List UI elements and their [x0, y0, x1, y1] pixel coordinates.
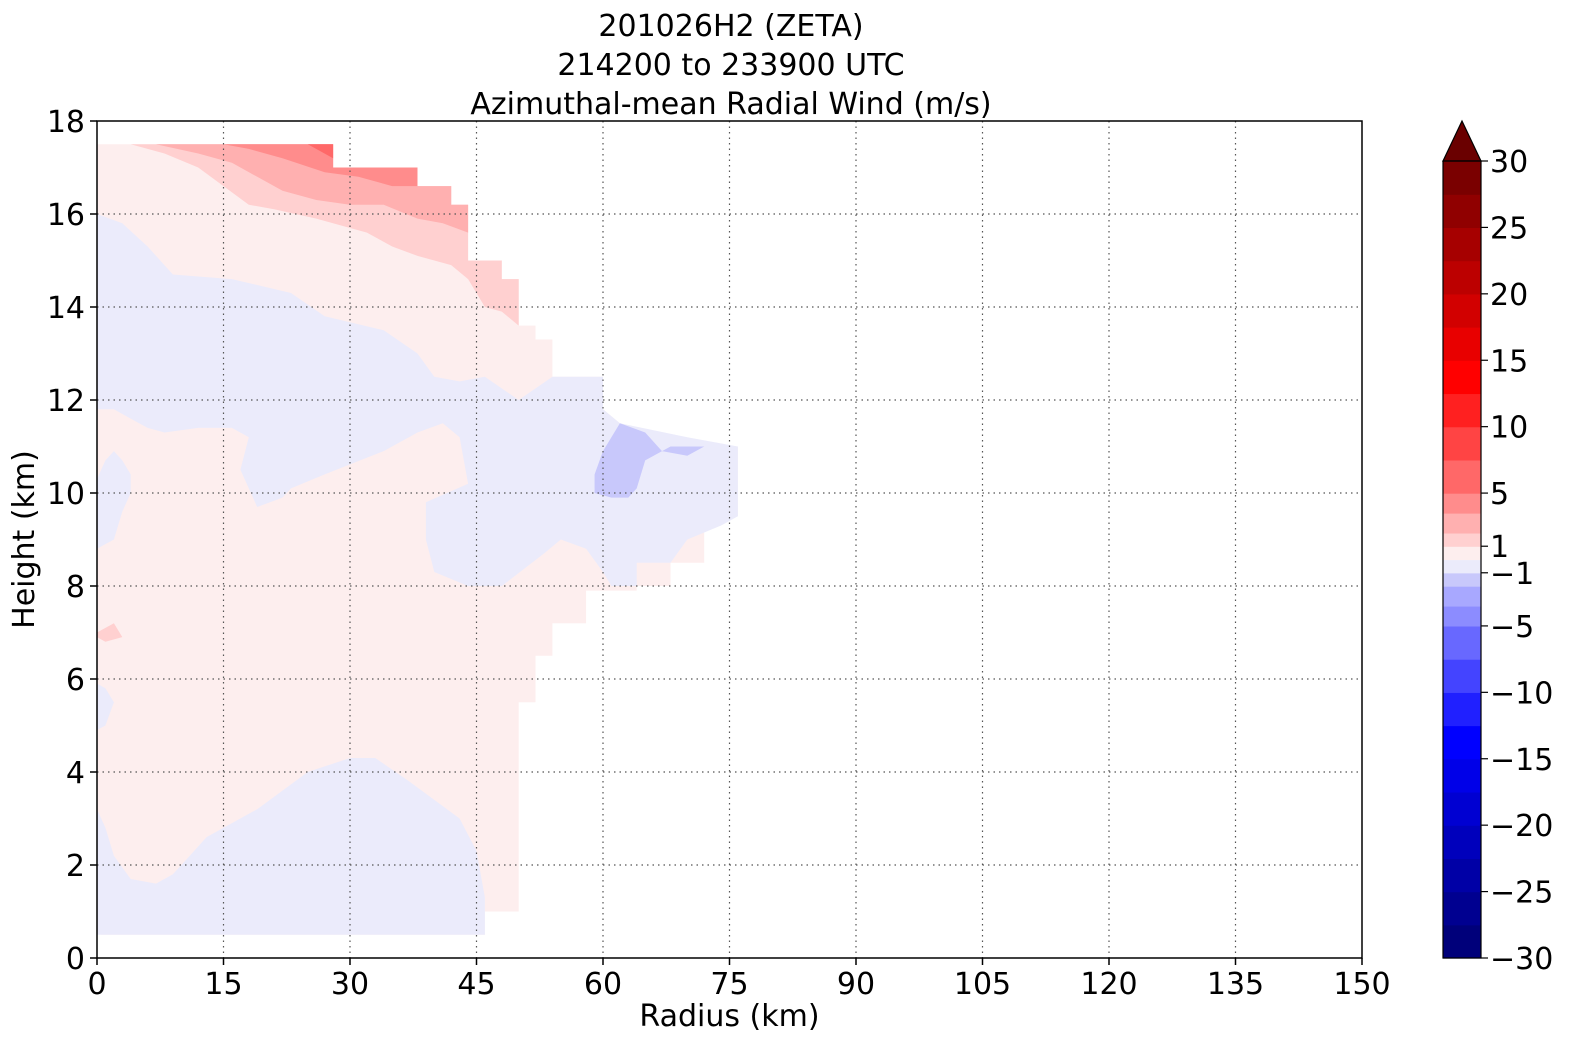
- y-tick-label-4: 8: [66, 570, 85, 605]
- y-tick-label-2: 4: [66, 756, 85, 791]
- contour-region-10: [97, 623, 123, 642]
- x-tick-label-6: 90: [837, 967, 875, 1002]
- colorbar-tick-label-13: −30: [1490, 942, 1553, 977]
- colorbar-segment-26: [1443, 194, 1481, 229]
- colorbar-segment-11: [1443, 586, 1481, 607]
- x-tick-label-10: 150: [1333, 967, 1390, 1002]
- colorbar-segment-14: [1443, 546, 1481, 561]
- colorbar-segment-4: [1443, 791, 1481, 826]
- contour-region-4: [97, 451, 131, 549]
- colorbar-tick-label-2: 20: [1490, 278, 1528, 313]
- colorbar-segment-6: [1443, 725, 1481, 760]
- colorbar-segment-15: [1443, 532, 1481, 547]
- title-line-3: Azimuthal-mean Radial Wind (m/s): [470, 87, 991, 122]
- colorbar-segment-3: [1443, 825, 1481, 859]
- x-tick-label-4: 60: [584, 967, 622, 1002]
- contour-region-8: [223, 144, 418, 187]
- colorbar-frame: [1442, 160, 1482, 959]
- x-axis-label: Radius (km): [639, 999, 819, 1034]
- x-tick-label-8: 120: [1080, 967, 1137, 1002]
- colorbar-segment-22: [1443, 327, 1481, 361]
- colorbar: 30 25 20 15 10 5 1−1 −5 −10 −15 −20 −25 −30: [1442, 119, 1553, 977]
- colorbar-tick-label-4: 10: [1490, 411, 1528, 446]
- colorbar-segment-18: [1443, 459, 1481, 494]
- colorbar-tick-label-1: 25: [1490, 211, 1528, 246]
- y-axis-ticks: 0 2 4 6 8 10 12 14 16 18: [47, 105, 97, 977]
- contour-region-7: [156, 144, 469, 233]
- colorbar-segment-23: [1443, 293, 1481, 328]
- colorbar-segment-21: [1443, 360, 1481, 395]
- x-tick-label-7: 105: [954, 967, 1011, 1002]
- colorbar-tick-label-10: −15: [1490, 743, 1553, 778]
- y-tick-label-6: 12: [47, 384, 85, 419]
- chart-title: 201026H2 (ZETA) 214200 to 233900 UTC Azi…: [470, 9, 991, 122]
- y-axis-label: Height (km): [7, 450, 42, 629]
- colorbar-segment-8: [1443, 659, 1481, 693]
- colorbar-tick-label-5: 5: [1490, 477, 1509, 512]
- colorbar-segment-12: [1443, 572, 1481, 587]
- colorbar-tick-label-12: −25: [1490, 876, 1553, 911]
- contour-region-2: [97, 683, 114, 731]
- colorbar-segment-9: [1443, 625, 1481, 660]
- y-tick-label-0: 0: [66, 942, 85, 977]
- colorbar-tick-label-8: −5: [1490, 610, 1534, 645]
- contour-region-9: [307, 144, 334, 159]
- grid-lines: [97, 121, 1362, 958]
- x-tick-label-0: 0: [87, 967, 106, 1002]
- colorbar-segment-16: [1443, 513, 1481, 534]
- colorbar-segment-7: [1443, 692, 1481, 727]
- contour-region-5: [594, 423, 705, 498]
- x-tick-label-2: 30: [331, 967, 369, 1002]
- colorbar-segment-2: [1443, 858, 1481, 893]
- y-tick-label-9: 18: [47, 105, 85, 140]
- x-tick-label-3: 45: [457, 967, 495, 1002]
- colorbar-tick-label-11: −20: [1490, 809, 1553, 844]
- y-tick-label-8: 16: [47, 198, 85, 233]
- colorbar-segment-24: [1443, 260, 1481, 295]
- title-line-2: 214200 to 233900 UTC: [557, 48, 904, 83]
- contour-regions: [97, 144, 738, 935]
- y-tick-label-5: 10: [47, 477, 85, 512]
- x-axis-ticks: 0 15 30 45 60 75 90 105 120 135 150: [87, 958, 1391, 1002]
- colorbar-segment-17: [1443, 493, 1481, 514]
- colorbar-tick-label-3: 15: [1490, 344, 1528, 379]
- colorbar-segment-20: [1443, 393, 1481, 428]
- colorbar-tick-label-7: −1: [1490, 557, 1534, 592]
- x-tick-label-5: 75: [710, 967, 748, 1002]
- title-line-1: 201026H2 (ZETA): [598, 9, 863, 44]
- y-tick-label-1: 2: [66, 849, 85, 884]
- colorbar-extend-arrow: [1442, 119, 1482, 162]
- x-tick-label-1: 15: [204, 967, 242, 1002]
- x-tick-label-9: 135: [1207, 967, 1264, 1002]
- colorbar-segment-10: [1443, 605, 1481, 627]
- colorbar-segment-5: [1443, 758, 1481, 793]
- colorbar-segment-13: [1443, 559, 1481, 574]
- colorbar-segment-1: [1443, 891, 1481, 926]
- colorbar-tick-label-6: 1: [1490, 530, 1509, 565]
- contour-region-1: [97, 758, 485, 935]
- y-tick-label-3: 6: [66, 663, 85, 698]
- y-tick-label-7: 14: [47, 291, 85, 326]
- colorbar-tick-label-0: 30: [1490, 145, 1528, 180]
- colorbar-tick-label-9: −10: [1490, 676, 1553, 711]
- colorbar-segment-0: [1443, 924, 1481, 959]
- colorbar-segment-25: [1443, 227, 1481, 262]
- colorbar-segment-27: [1443, 161, 1481, 195]
- colorbar-segment-19: [1443, 426, 1481, 461]
